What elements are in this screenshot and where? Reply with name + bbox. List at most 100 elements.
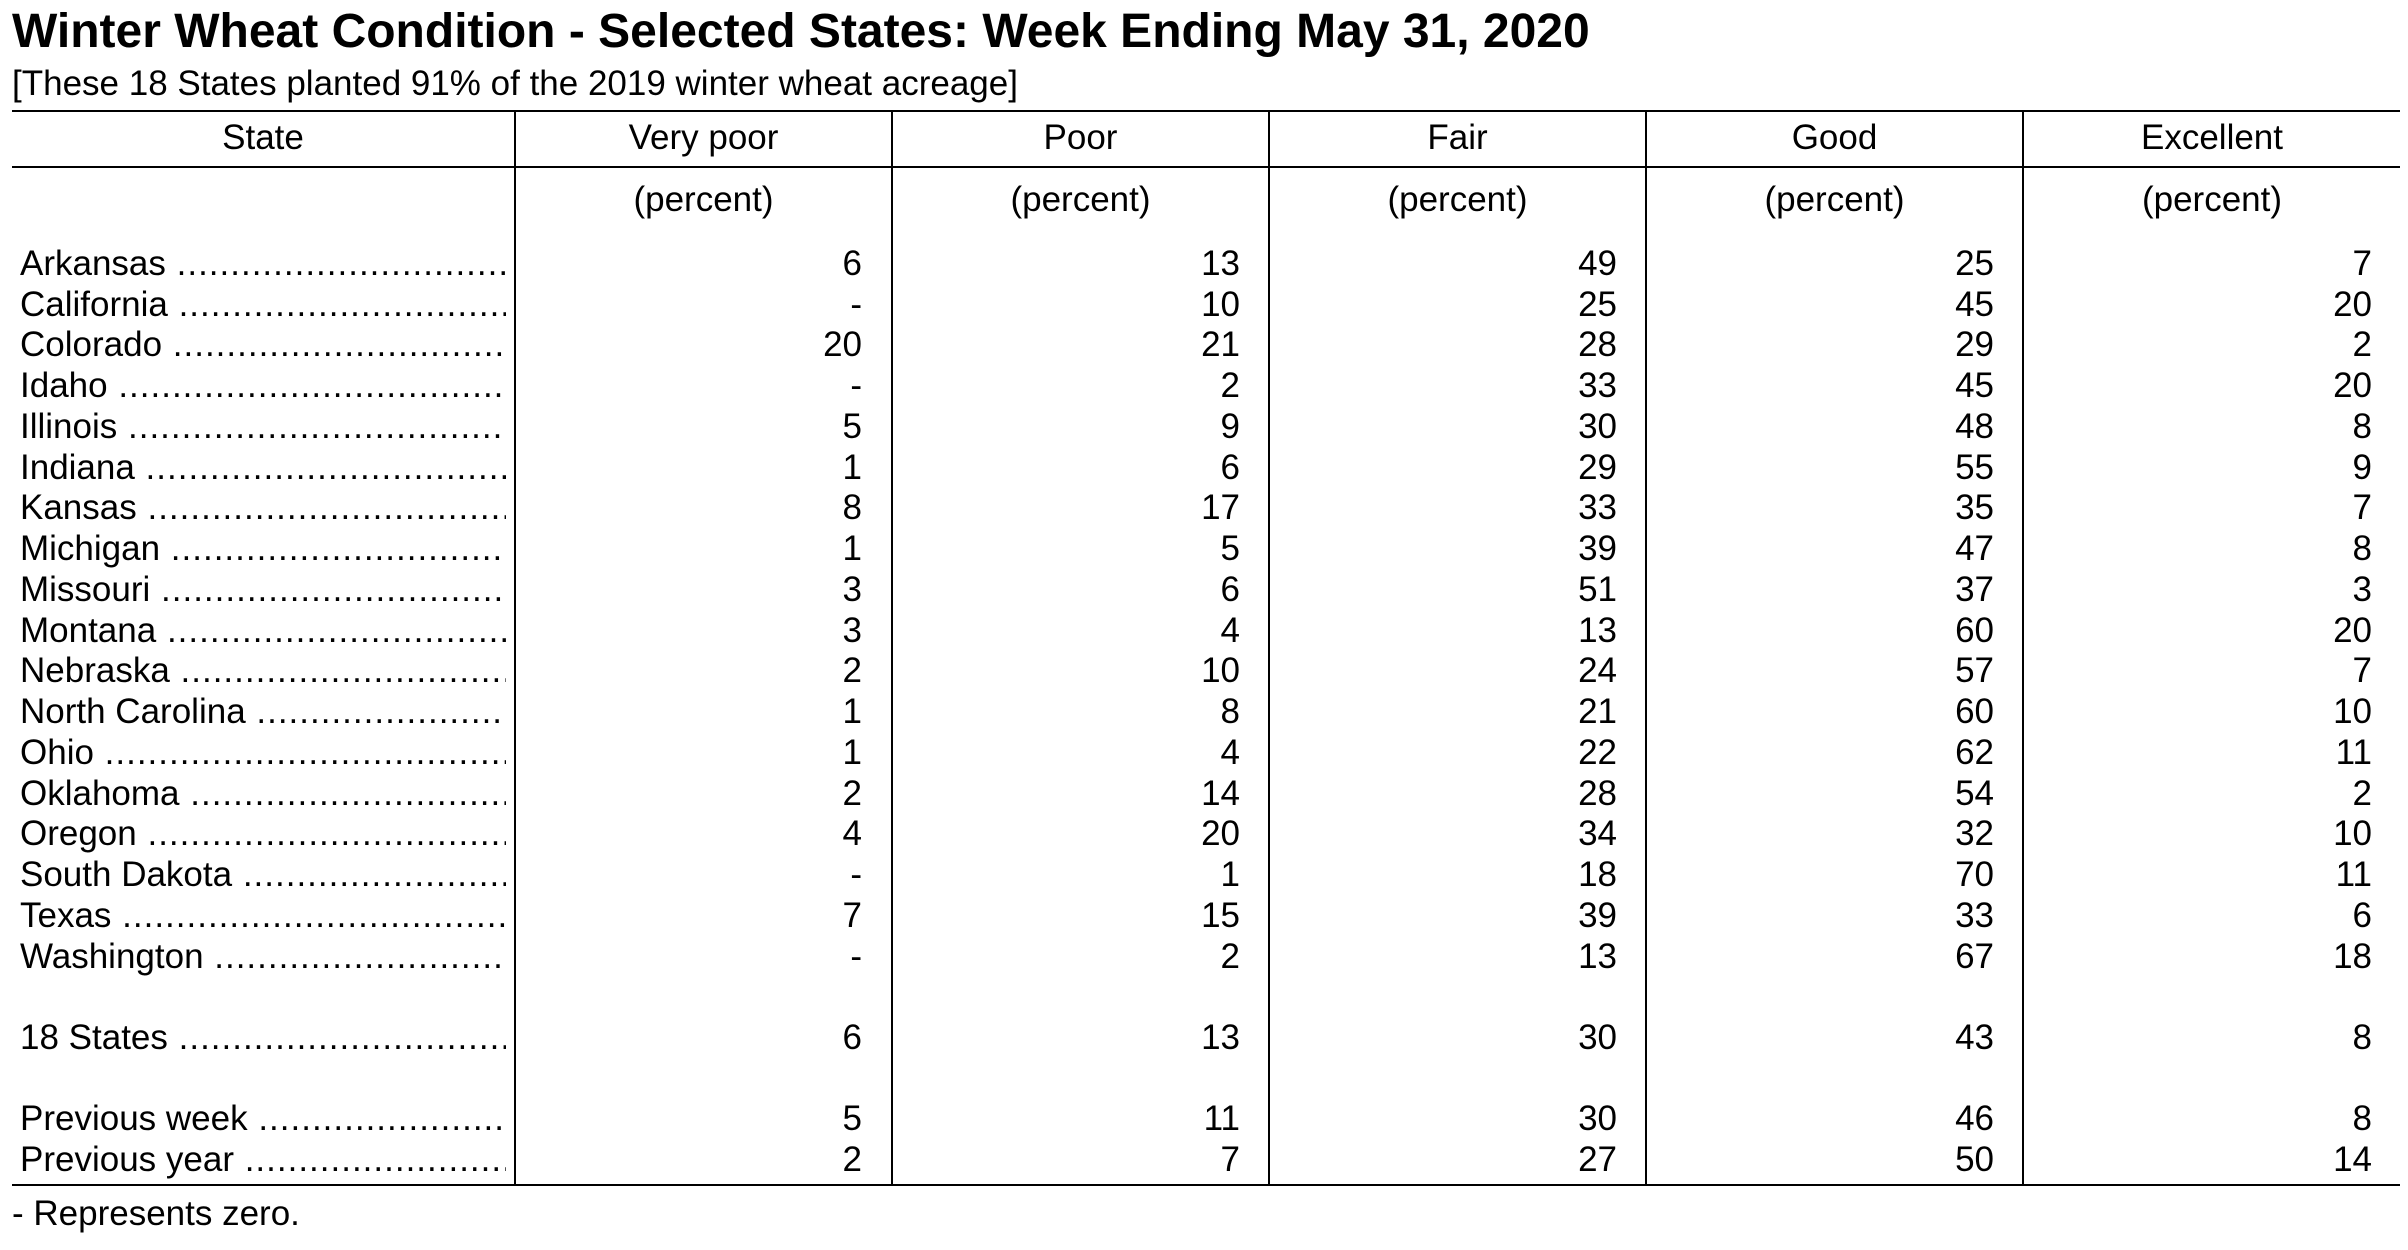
poor-value: 20 xyxy=(1201,814,1240,853)
table-row: Nebraska 2 10 24 57 7 xyxy=(12,651,2400,691)
unit-label: (percent) xyxy=(2141,180,2283,219)
good-value: 45 xyxy=(1955,285,1994,324)
poor-value: 21 xyxy=(1201,325,1240,364)
poor-value: 14 xyxy=(1201,774,1240,813)
unit-label: (percent) xyxy=(1010,180,1151,219)
column-header-good: Good xyxy=(1791,118,1878,157)
poor-value: 2 xyxy=(1220,366,1240,405)
report-title: Winter Wheat Condition - Selected States… xyxy=(12,5,1590,58)
good-value: 50 xyxy=(1955,1140,1994,1179)
poor-value: 17 xyxy=(1201,488,1240,527)
fair-value: 33 xyxy=(1578,488,1617,527)
table-top-rule xyxy=(12,110,2400,112)
fair-value: 13 xyxy=(1578,611,1617,650)
condition-table: State Very poor Poor Fair Good Excellent… xyxy=(12,110,2400,1186)
fair-value: 39 xyxy=(1578,896,1617,935)
very-poor-value: 3 xyxy=(842,570,862,609)
very-poor-value: - xyxy=(850,855,862,894)
poor-value: 10 xyxy=(1201,651,1240,690)
table-row: South Dakota - 1 18 70 11 xyxy=(12,855,2400,895)
very-poor-value: 3 xyxy=(842,611,862,650)
good-value: 57 xyxy=(1955,651,1994,690)
poor-value: 6 xyxy=(1220,570,1240,609)
poor-value: 4 xyxy=(1220,611,1240,650)
poor-value: 10 xyxy=(1201,285,1240,324)
unit-label: (percent) xyxy=(1387,180,1528,219)
excellent-value: 18 xyxy=(2333,937,2372,976)
excellent-value: 7 xyxy=(2352,488,2372,527)
fair-value: 39 xyxy=(1578,529,1617,568)
comparison-label: Previous year xyxy=(20,1140,506,1180)
excellent-value: 7 xyxy=(2352,651,2372,690)
very-poor-value: 1 xyxy=(842,733,862,772)
very-poor-value: 4 xyxy=(842,814,862,853)
very-poor-value: 2 xyxy=(842,1140,862,1179)
good-value: 29 xyxy=(1955,325,1994,364)
excellent-value: 7 xyxy=(2352,244,2372,283)
state-name: North Carolina xyxy=(20,692,506,732)
comparison-label: Previous week xyxy=(20,1099,506,1139)
table-row: Texas 7 15 39 33 6 xyxy=(12,896,2400,936)
unit-label: (percent) xyxy=(633,180,774,219)
poor-value: 9 xyxy=(1220,407,1240,446)
excellent-value: 2 xyxy=(2352,774,2372,813)
excellent-value: 8 xyxy=(2352,529,2372,568)
table-row: Oregon 4 20 34 32 10 xyxy=(12,814,2400,854)
state-name: Kansas xyxy=(20,488,506,528)
column-divider xyxy=(891,110,893,1186)
very-poor-value: - xyxy=(850,366,862,405)
good-value: 33 xyxy=(1955,896,1994,935)
header-bottom-rule xyxy=(12,166,2400,168)
good-value: 35 xyxy=(1955,488,1994,527)
good-value: 47 xyxy=(1955,529,1994,568)
very-poor-value: - xyxy=(850,285,862,324)
table-row: Arkansas 6 13 49 25 7 xyxy=(12,244,2400,284)
table-bottom-rule xyxy=(12,1184,2400,1186)
column-divider xyxy=(1645,110,1647,1186)
column-header-excellent: Excellent xyxy=(2140,118,2284,157)
table-row: Michigan 1 5 39 47 8 xyxy=(12,529,2400,569)
fair-value: 13 xyxy=(1578,937,1617,976)
table-row: Missouri 3 6 51 37 3 xyxy=(12,570,2400,610)
very-poor-value: 1 xyxy=(842,448,862,487)
column-divider xyxy=(1268,110,1270,1186)
poor-value: 15 xyxy=(1201,896,1240,935)
column-header-very-poor: Very poor xyxy=(628,118,779,157)
very-poor-value: 6 xyxy=(842,244,862,283)
fair-value: 18 xyxy=(1578,855,1617,894)
column-divider xyxy=(2022,110,2024,1186)
total-row: 18 States 6 13 30 43 8 xyxy=(12,1018,2400,1058)
poor-value: 1 xyxy=(1220,855,1240,894)
fair-value: 30 xyxy=(1578,407,1617,446)
very-poor-value: 7 xyxy=(842,896,862,935)
fair-value: 29 xyxy=(1578,448,1617,487)
excellent-value: 20 xyxy=(2333,366,2372,405)
very-poor-value: 2 xyxy=(842,651,862,690)
poor-value: 5 xyxy=(1220,529,1240,568)
table-row: Kansas 8 17 33 35 7 xyxy=(12,488,2400,528)
state-name: Arkansas xyxy=(20,244,506,284)
poor-value: 4 xyxy=(1220,733,1240,772)
state-name: Colorado xyxy=(20,325,506,365)
table-row: Illinois 5 9 30 48 8 xyxy=(12,407,2400,447)
very-poor-value: 1 xyxy=(842,692,862,731)
state-name: California xyxy=(20,285,506,325)
excellent-value: 11 xyxy=(2335,855,2372,894)
excellent-value: 8 xyxy=(2352,407,2372,446)
good-value: 45 xyxy=(1955,366,1994,405)
excellent-value: 8 xyxy=(2352,1018,2372,1057)
table-row: Montana 3 4 13 60 20 xyxy=(12,611,2400,651)
very-poor-value: 6 xyxy=(842,1018,862,1057)
previous-year-row: Previous year 2 7 27 50 14 xyxy=(12,1140,2400,1180)
column-header-poor: Poor xyxy=(1043,118,1118,157)
column-divider xyxy=(514,110,516,1186)
excellent-value: 20 xyxy=(2333,285,2372,324)
state-name: Missouri xyxy=(20,570,506,610)
very-poor-value: 2 xyxy=(842,774,862,813)
column-header-state: State xyxy=(222,118,304,157)
table-row: Colorado 20 21 28 29 2 xyxy=(12,325,2400,365)
excellent-value: 14 xyxy=(2333,1140,2372,1179)
state-name: Michigan xyxy=(20,529,506,569)
total-label: 18 States xyxy=(20,1018,506,1058)
good-value: 60 xyxy=(1955,692,1994,731)
